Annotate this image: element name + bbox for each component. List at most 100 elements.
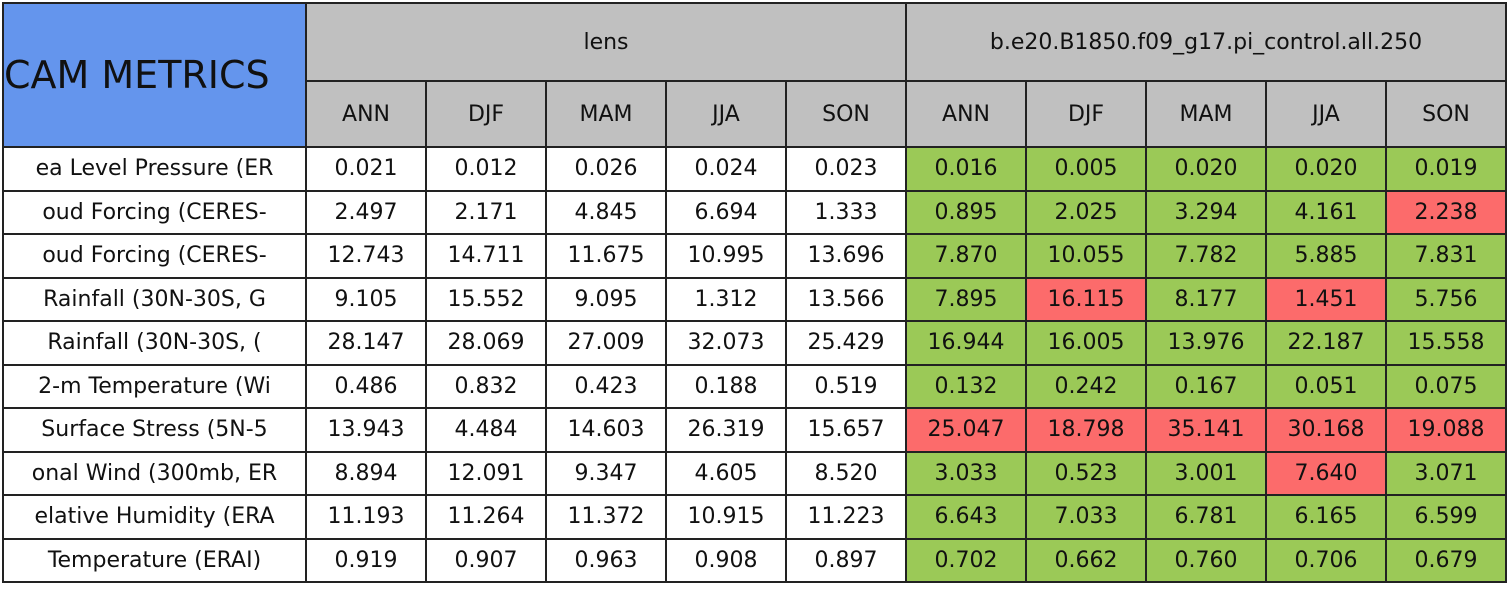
- season-header: MAM: [1145, 80, 1267, 148]
- value-cell: 15.657: [785, 407, 907, 453]
- value-cell: 9.347: [545, 450, 667, 496]
- value-cell: 0.005: [1025, 146, 1147, 192]
- value-cell: 0.167: [1145, 363, 1267, 409]
- value-cell: 13.566: [785, 276, 907, 322]
- value-cell: 7.831: [1385, 233, 1507, 279]
- value-cell: 2.171: [425, 189, 547, 235]
- data-row: elative Humidity (ERA 11.193 11.264 11.372 1…: [2, 494, 1507, 540]
- value-cell: 6.643: [905, 494, 1027, 540]
- value-cell: 11.193: [305, 494, 427, 540]
- value-cell: 0.486: [305, 363, 427, 409]
- data-row: oud Forcing (CERES- 2.497 2.171 4.845 6.694 1…: [2, 189, 1507, 235]
- value-cell: 32.073: [665, 320, 787, 366]
- value-cell: 0.026: [545, 146, 667, 192]
- value-cell: 14.711: [425, 233, 547, 279]
- value-cell: 13.943: [305, 407, 427, 453]
- value-cell: 8.894: [305, 450, 427, 496]
- value-cell: 0.706: [1265, 537, 1387, 583]
- value-cell: 25.047: [905, 407, 1027, 453]
- value-cell: 0.016: [905, 146, 1027, 192]
- header-row: CAM METRICS lens b.e20.B1850.f09_g17.pi_co…: [2, 2, 1507, 148]
- value-cell: 0.897: [785, 537, 907, 583]
- value-cell: 11.372: [545, 494, 667, 540]
- value-cell: 16.005: [1025, 320, 1147, 366]
- value-cell: 0.679: [1385, 537, 1507, 583]
- value-cell: 8.520: [785, 450, 907, 496]
- value-cell: 15.552: [425, 276, 547, 322]
- value-cell: 11.675: [545, 233, 667, 279]
- value-cell: 4.605: [665, 450, 787, 496]
- table-title: CAM METRICS: [2, 2, 307, 148]
- row-label: 2-m Temperature (Wi: [2, 363, 307, 409]
- value-cell: 25.429: [785, 320, 907, 366]
- value-cell: 22.187: [1265, 320, 1387, 366]
- value-cell: 18.798: [1025, 407, 1147, 453]
- value-cell: 14.603: [545, 407, 667, 453]
- value-cell: 0.021: [305, 146, 427, 192]
- value-cell: 28.069: [425, 320, 547, 366]
- value-cell: 7.870: [905, 233, 1027, 279]
- value-cell: 12.091: [425, 450, 547, 496]
- value-cell: 27.009: [545, 320, 667, 366]
- value-cell: 7.895: [905, 276, 1027, 322]
- row-label: oud Forcing (CERES-: [2, 189, 307, 235]
- value-cell: 12.743: [305, 233, 427, 279]
- season-header: JJA: [1265, 80, 1387, 148]
- value-cell: 10.055: [1025, 233, 1147, 279]
- row-label: oud Forcing (CERES-: [2, 233, 307, 279]
- value-cell: 5.885: [1265, 233, 1387, 279]
- data-row: ea Level Pressure (ER 0.021 0.012 0.026 0.02…: [2, 146, 1507, 192]
- value-cell: 35.141: [1145, 407, 1267, 453]
- value-cell: 0.242: [1025, 363, 1147, 409]
- data-row: 2-m Temperature (Wi 0.486 0.832 0.423 0.188 0…: [2, 363, 1507, 409]
- value-cell: 0.519: [785, 363, 907, 409]
- value-cell: 10.995: [665, 233, 787, 279]
- value-cell: 0.908: [665, 537, 787, 583]
- value-cell: 0.963: [545, 537, 667, 583]
- value-cell: 10.915: [665, 494, 787, 540]
- value-cell: 0.907: [425, 537, 547, 583]
- value-cell: 7.782: [1145, 233, 1267, 279]
- value-cell: 2.497: [305, 189, 427, 235]
- row-label: Surface Stress (5N-5: [2, 407, 307, 453]
- group-header: b.e20.B1850.f09_g17.pi_control.all.250: [905, 2, 1507, 82]
- value-cell: 13.976: [1145, 320, 1267, 366]
- value-cell: 0.020: [1145, 146, 1267, 192]
- data-row: oud Forcing (CERES- 12.743 14.711 11.675 10.…: [2, 233, 1507, 279]
- season-header: SON: [1385, 80, 1507, 148]
- value-cell: 8.177: [1145, 276, 1267, 322]
- row-label: Temperature (ERAI): [2, 537, 307, 583]
- row-label: elative Humidity (ERA: [2, 494, 307, 540]
- value-cell: 0.662: [1025, 537, 1147, 583]
- value-cell: 9.105: [305, 276, 427, 322]
- metrics-table: CAM METRICS lens b.e20.B1850.f09_g17.pi_co…: [2, 2, 1507, 583]
- value-cell: 0.832: [425, 363, 547, 409]
- value-cell: 6.599: [1385, 494, 1507, 540]
- group-header: lens: [305, 2, 907, 82]
- value-cell: 1.333: [785, 189, 907, 235]
- value-cell: 19.088: [1385, 407, 1507, 453]
- value-cell: 0.919: [305, 537, 427, 583]
- value-cell: 7.640: [1265, 450, 1387, 496]
- value-cell: 1.451: [1265, 276, 1387, 322]
- value-cell: 0.523: [1025, 450, 1147, 496]
- value-cell: 16.115: [1025, 276, 1147, 322]
- value-cell: 0.132: [905, 363, 1027, 409]
- data-row: Rainfall (30N-30S, G 9.105 15.552 9.095 1.31…: [2, 276, 1507, 322]
- data-row: Rainfall (30N-30S, (28.147 28.069 27.009 32…: [2, 320, 1507, 366]
- value-cell: 0.023: [785, 146, 907, 192]
- value-cell: 6.165: [1265, 494, 1387, 540]
- season-header: DJF: [1025, 80, 1147, 148]
- value-cell: 0.423: [545, 363, 667, 409]
- data-row: Surface Stress (5N-5 13.943 4.484 14.603 26.…: [2, 407, 1507, 453]
- value-cell: 9.095: [545, 276, 667, 322]
- value-cell: 0.760: [1145, 537, 1267, 583]
- value-cell: 30.168: [1265, 407, 1387, 453]
- row-label: ea Level Pressure (ER: [2, 146, 307, 192]
- row-label: onal Wind (300mb, ER: [2, 450, 307, 496]
- value-cell: 0.188: [665, 363, 787, 409]
- value-cell: 28.147: [305, 320, 427, 366]
- value-cell: 0.024: [665, 146, 787, 192]
- row-label: Rainfall (30N-30S, (: [2, 320, 307, 366]
- value-cell: 0.051: [1265, 363, 1387, 409]
